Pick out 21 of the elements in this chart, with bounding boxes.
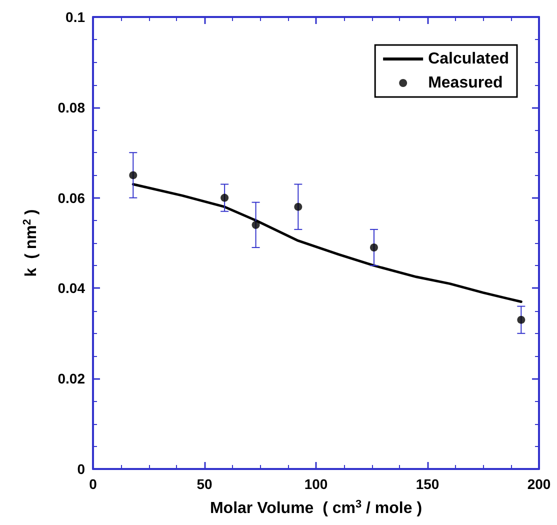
legend-label: Measured — [428, 74, 503, 92]
y-tick-label: 0.04 — [58, 280, 86, 296]
y-tick-label: 0.02 — [58, 370, 86, 387]
y-tick-label: 0.06 — [58, 190, 86, 206]
y-tick-label: 0 — [77, 461, 86, 477]
x-tick-label: 0 — [89, 476, 98, 492]
y-tick-label: 0.1 — [66, 9, 86, 25]
point — [129, 171, 138, 180]
y-axis-title: k ( nm2 ) — [22, 209, 40, 277]
x-tick-label: 200 — [527, 476, 551, 492]
point — [294, 202, 302, 211]
x-tick-label: 100 — [304, 476, 328, 492]
x-tick-label: 50 — [196, 476, 212, 492]
x-tick-label: 150 — [416, 476, 440, 492]
point — [252, 220, 260, 229]
point — [220, 194, 229, 202]
y-tick-label: 0.08 — [58, 99, 86, 116]
legend-label: Calculated — [428, 50, 510, 68]
point — [517, 316, 526, 324]
line-series — [132, 182, 522, 304]
point — [370, 244, 378, 252]
